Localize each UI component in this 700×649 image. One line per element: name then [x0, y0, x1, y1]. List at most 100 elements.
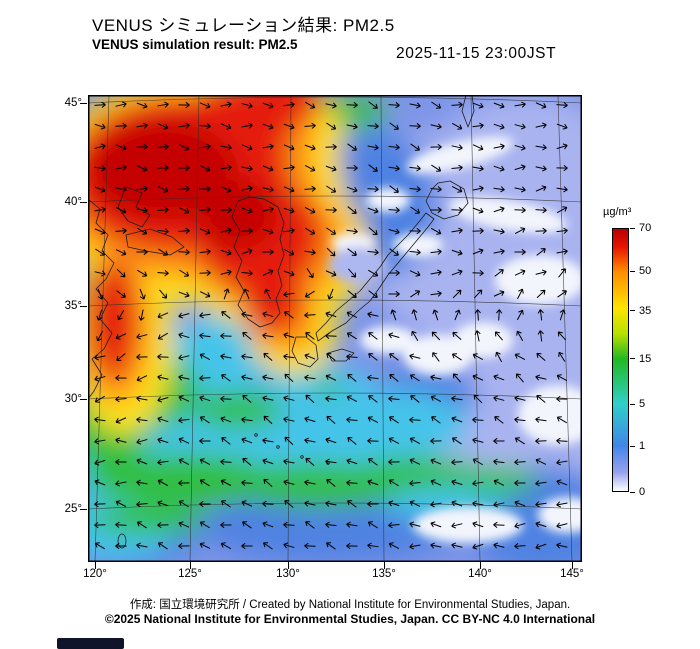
- wind-arrow: [262, 500, 274, 507]
- graticule-line: [189, 95, 200, 562]
- wind-arrow: [451, 416, 463, 423]
- wind-arrow: [514, 437, 525, 445]
- wind-arrow: [558, 351, 566, 362]
- wind-arrow: [220, 269, 232, 276]
- wind-arrow: [115, 437, 127, 444]
- wind-arrow: [430, 437, 442, 445]
- wind-arrow: [493, 290, 505, 297]
- wind-arrow: [430, 458, 442, 465]
- wind-arrow: [178, 354, 190, 361]
- lat-tick-label: 45°: [64, 97, 82, 109]
- graticule-line: [88, 392, 582, 400]
- wind-arrow: [94, 228, 106, 235]
- wind-arrow: [493, 123, 505, 130]
- wind-arrow: [431, 101, 442, 109]
- wind-arrow: [431, 164, 442, 172]
- wind-arrow: [514, 144, 526, 151]
- wind-arrow: [389, 122, 399, 130]
- wind-arrow: [94, 354, 106, 361]
- wind-arrow: [556, 123, 568, 130]
- wind-arrow: [346, 542, 358, 550]
- wind-arrow: [178, 542, 190, 550]
- wind-arrow: [409, 227, 421, 235]
- wind-arrow: [556, 164, 568, 172]
- wind-arrow: [241, 437, 253, 444]
- wind-arrow: [283, 332, 295, 339]
- wind-arrow: [325, 143, 337, 151]
- lon-tick-label: 125°: [178, 568, 202, 580]
- wind-arrow: [346, 416, 358, 423]
- lat-tick: [80, 399, 87, 400]
- wind-arrow: [157, 312, 169, 319]
- wind-arrow: [220, 144, 232, 151]
- wind-arrow: [493, 395, 505, 402]
- wind-arrow: [304, 144, 316, 151]
- wind-arrow: [325, 395, 337, 402]
- wind-arrow: [94, 165, 106, 172]
- wind-arrow: [116, 268, 126, 278]
- wind-arrow: [262, 437, 274, 444]
- wind-arrow: [284, 373, 294, 383]
- wind-arrow: [241, 311, 253, 318]
- wind-arrow: [514, 227, 526, 234]
- wind-arrow: [430, 206, 442, 214]
- wind-arrow: [326, 542, 336, 550]
- wind-arrow: [241, 122, 253, 129]
- wind-arrow: [242, 457, 252, 466]
- wind-arrow: [558, 268, 566, 278]
- wind-arrow: [452, 289, 462, 299]
- wind-arrow: [388, 165, 400, 172]
- wind-arrow: [178, 249, 190, 256]
- wind-arrow: [263, 542, 273, 550]
- lon-tick: [572, 562, 573, 569]
- wind-arrow: [178, 101, 190, 109]
- wind-arrow: [157, 437, 169, 444]
- wind-arrow: [221, 437, 231, 445]
- wind-arrow: [220, 123, 232, 130]
- wind-arrow: [472, 353, 484, 361]
- wind-arrow: [262, 165, 274, 172]
- colorbar-tick-label: 5: [639, 398, 646, 411]
- graticule-line: [88, 195, 582, 203]
- wind-arrow: [263, 478, 273, 487]
- wind-arrow: [368, 353, 378, 361]
- wind-arrow: [262, 311, 274, 318]
- lat-tick-label: 40°: [64, 196, 82, 208]
- wind-arrow: [283, 291, 295, 298]
- wind-arrow: [346, 164, 358, 172]
- pm25-clean-streaks: [328, 136, 582, 543]
- wind-arrow: [223, 288, 230, 300]
- wind-arrow: [199, 416, 210, 424]
- wind-arrow: [178, 374, 190, 381]
- wind-arrow: [115, 122, 127, 130]
- wind-arrow: [136, 248, 148, 256]
- wind-arrow: [535, 269, 547, 276]
- wind-arrow: [304, 374, 316, 381]
- wind-arrow: [388, 269, 400, 277]
- wind-arrow: [514, 101, 526, 108]
- wind-arrow: [368, 101, 378, 109]
- wind-arrow: [347, 143, 357, 151]
- wind-arrow: [409, 543, 421, 550]
- wind-arrow: [283, 270, 295, 277]
- wind-arrow: [514, 123, 526, 130]
- wind-arrow: [178, 122, 190, 129]
- wind-arrow: [514, 164, 526, 171]
- wind-arrow: [367, 542, 379, 549]
- lon-tick-label: 130°: [276, 568, 300, 580]
- colorbar-tick: [630, 403, 635, 405]
- wind-arrow: [116, 353, 126, 361]
- wind-arrow: [556, 206, 568, 214]
- lon-tick: [95, 562, 96, 569]
- wind-arrow: [472, 437, 484, 444]
- wind-arrow: [262, 143, 274, 150]
- wind-arrow: [474, 309, 481, 321]
- wind-arrow: [136, 185, 148, 192]
- wind-arrow: [179, 269, 190, 277]
- wind-arrow: [199, 102, 211, 109]
- bottom-left-artifact: [57, 638, 124, 649]
- wind-arrow: [115, 164, 127, 171]
- coastline-sakhalin: [461, 95, 475, 128]
- wind-arrow: [556, 522, 568, 529]
- wind-arrow: [472, 248, 484, 255]
